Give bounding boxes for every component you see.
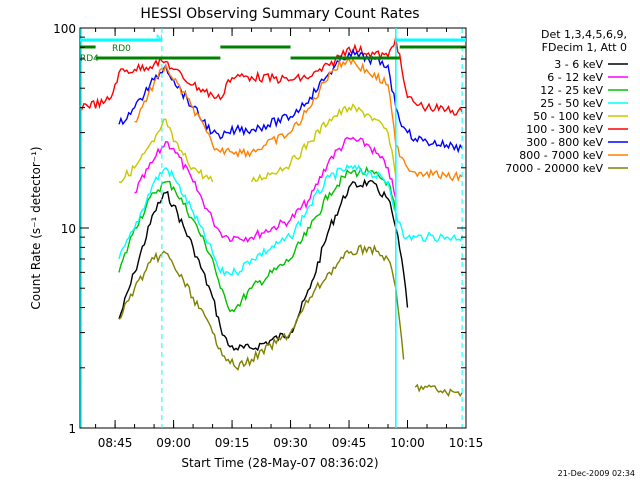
series-line-5	[79, 37, 463, 116]
series-line-8	[118, 244, 405, 371]
series-line-3	[118, 163, 463, 277]
plot-area: N RD0 RD4	[79, 27, 467, 429]
y-axis-label: Count Rate (s⁻¹ detector⁻¹)	[29, 146, 43, 309]
chart-title: HESSI Observing Summary Count Rates	[140, 6, 419, 22]
legend-label: 300 - 800 keV	[526, 136, 603, 149]
annotation-n: N	[156, 34, 163, 44]
series-line-7	[134, 57, 463, 183]
y-axis: 1 10 100	[53, 22, 466, 436]
x-axis: 08:45 09:00 09:15 09:30 09:45 10:00 10:15	[95, 28, 484, 450]
y-tick-label: 10	[61, 222, 76, 236]
series-line-1	[134, 136, 397, 244]
legend-header-line-1: Det 1,3,4,5,6,9,	[541, 28, 627, 41]
legend-label: 7000 - 20000 keV	[505, 162, 603, 175]
x-tick-label: 09:00	[156, 436, 191, 450]
series-line-0	[118, 178, 409, 352]
generation-timestamp: 21-Dec-2009 02:34	[558, 469, 635, 478]
annotation-rd4: RD4	[80, 54, 99, 64]
legend-label: 800 - 7000 keV	[519, 149, 603, 162]
x-tick-label: 09:30	[273, 436, 308, 450]
legend-label: 100 - 300 keV	[526, 123, 603, 136]
series-line-2	[118, 165, 397, 313]
legend-header-line-2: FDecim 1, Att 0	[542, 41, 627, 54]
x-tick-label: 08:45	[98, 436, 133, 450]
y-tick-label: 100	[53, 22, 76, 36]
series-layer	[79, 37, 463, 398]
x-tick-label: 10:00	[390, 436, 425, 450]
series-line-4	[118, 118, 214, 184]
x-tick-label: 09:45	[332, 436, 367, 450]
series-line-6	[118, 48, 463, 154]
legend-label: 12 - 25 keV	[540, 84, 603, 97]
legend-label: 6 - 12 keV	[547, 71, 603, 84]
y-tick-label: 1	[68, 422, 76, 436]
x-axis-label: Start Time (28-May-07 08:36:02)	[181, 456, 378, 470]
annotation-rd0: RD0	[112, 44, 131, 54]
legend-label: 3 - 6 keV	[554, 58, 603, 71]
legend-label: 25 - 50 keV	[540, 97, 603, 110]
legend-label: 50 - 100 keV	[533, 110, 603, 123]
orbit-markers: N RD0 RD4	[80, 28, 466, 428]
series-line-8	[414, 383, 463, 398]
x-tick-label: 10:15	[449, 436, 484, 450]
legend: Det 1,3,4,5,6,9, FDecim 1, Att 0 3 - 6 k…	[505, 28, 628, 175]
series-line-4	[250, 103, 397, 183]
x-tick-label: 09:15	[215, 436, 250, 450]
